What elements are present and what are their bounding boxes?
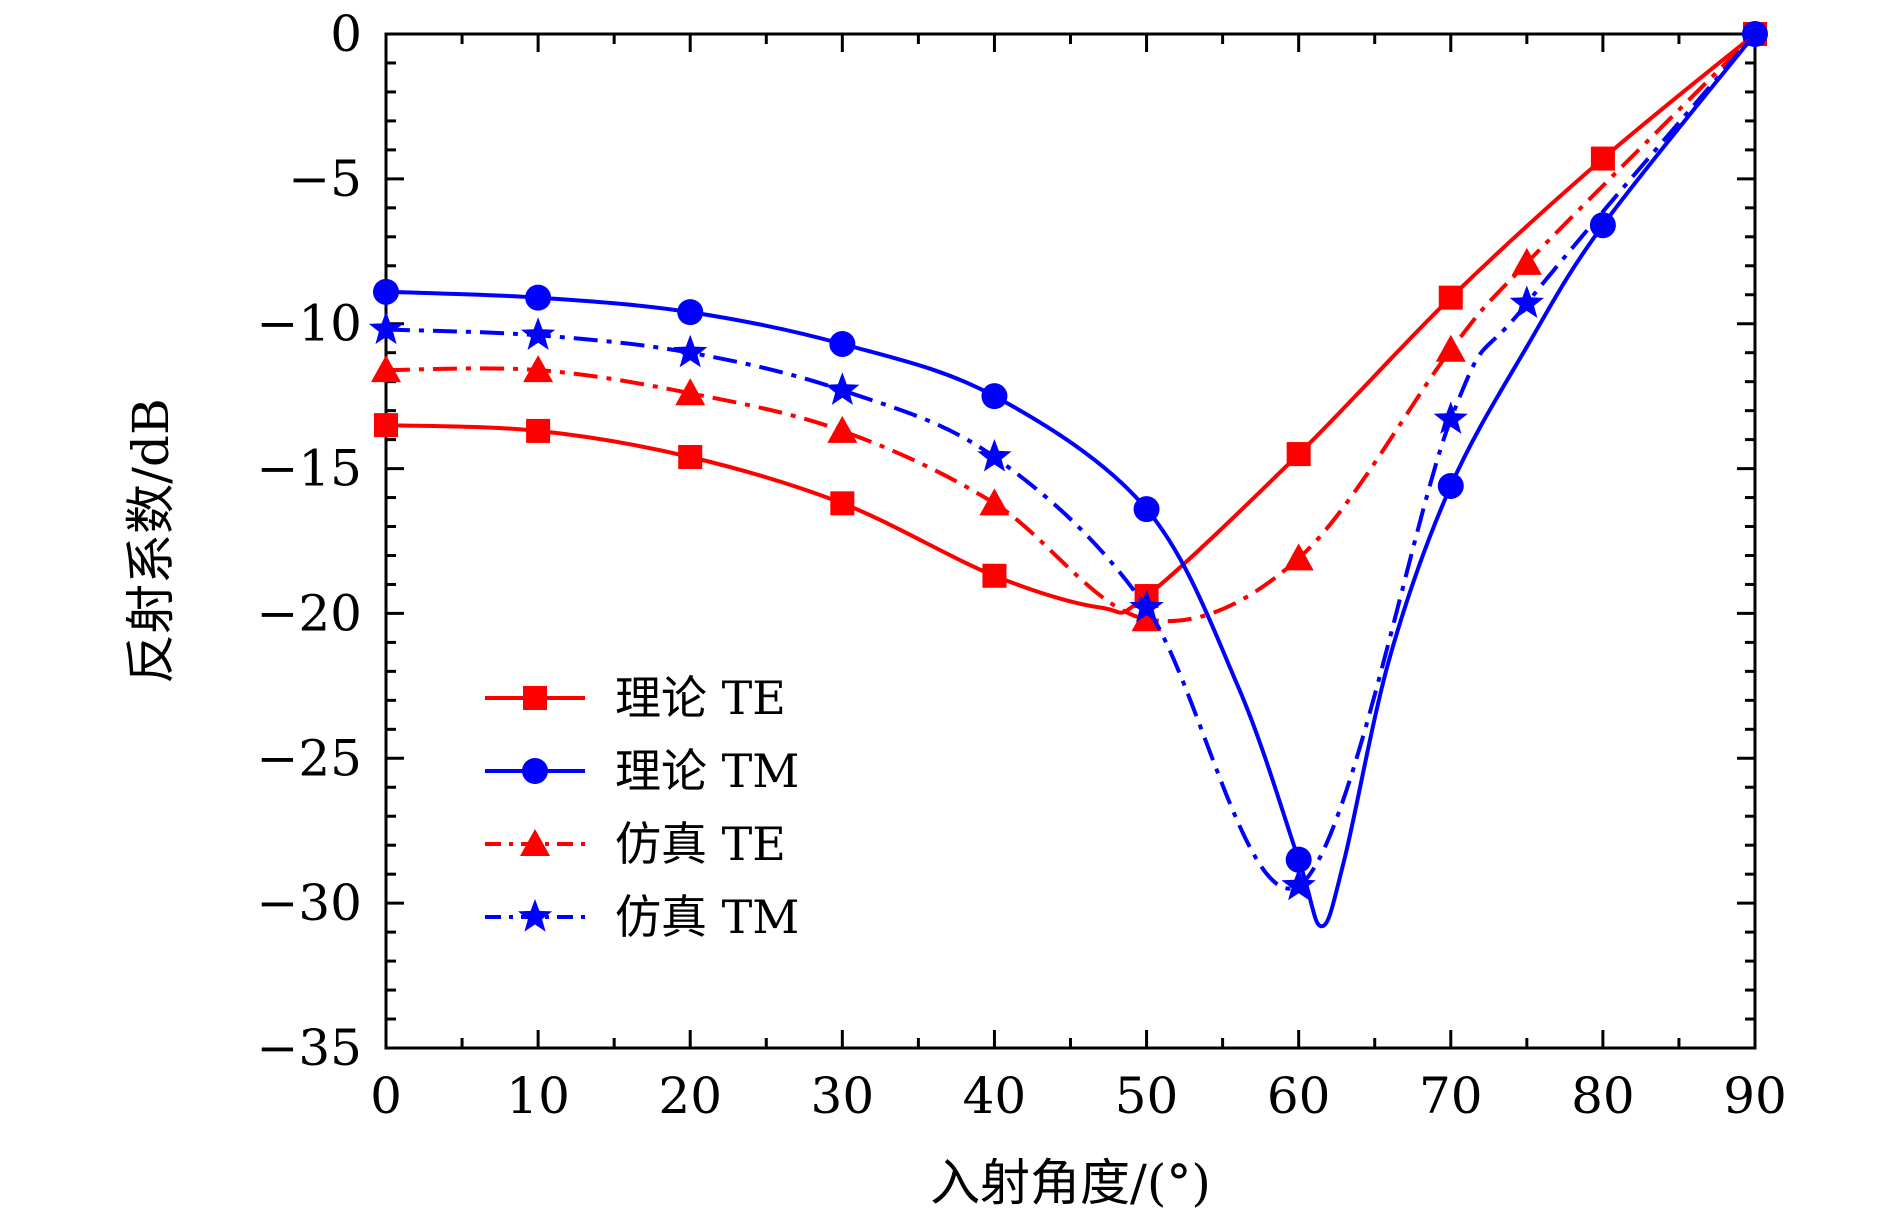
- legend-marker-square: [523, 686, 547, 710]
- data-point-square: [526, 418, 551, 443]
- y-tick-label: −25: [256, 729, 362, 787]
- data-point-circle: [677, 299, 704, 326]
- series-layer: [368, 21, 1768, 929]
- data-point-star: [521, 317, 556, 350]
- x-tick-label: 90: [1723, 1067, 1787, 1125]
- data-point-circle: [1589, 212, 1616, 239]
- data-point-circle: [1437, 472, 1464, 499]
- x-axis-label: 入射角度/(°): [930, 1154, 1211, 1212]
- x-tick-label: 0: [370, 1067, 402, 1125]
- legend-entry: 理论 TM: [485, 744, 799, 798]
- axis-tick-labels: 0 10 20 30 40 50 60 70 80 90 0 −5 −10 −15 −20 −25 −30 −35: [256, 5, 1786, 1125]
- data-point-circle: [829, 330, 856, 357]
- data-point-square: [1438, 285, 1463, 310]
- data-point-triangle: [1283, 543, 1314, 571]
- axis-ticks: [384, 32, 1757, 1050]
- x-tick-label: 10: [506, 1067, 570, 1125]
- legend-label: 仿真 TE: [615, 817, 786, 871]
- series-triangle: [371, 32, 1757, 632]
- data-point-star: [1129, 589, 1164, 623]
- legend-entry: 理论 TE: [485, 671, 786, 725]
- x-tick-label: 30: [811, 1067, 875, 1125]
- data-point-circle: [981, 383, 1008, 410]
- legend-entry: 仿真 TE: [485, 817, 786, 871]
- data-point-circle: [1133, 496, 1160, 523]
- data-point-triangle: [371, 355, 401, 383]
- x-tick-label: 50: [1115, 1067, 1179, 1125]
- legend: 理论 TE 理论 TM 仿真 TE 仿真 TM: [485, 671, 799, 944]
- data-point-square: [678, 444, 703, 469]
- y-tick-label: −35: [256, 1019, 362, 1077]
- legend-label: 理论 TM: [615, 744, 799, 798]
- data-point-star: [673, 334, 708, 368]
- series-circle: [373, 21, 1768, 929]
- series-square: [374, 22, 1767, 615]
- x-tick-label: 70: [1419, 1067, 1483, 1125]
- data-point-star: [1281, 867, 1316, 901]
- data-point-square: [374, 413, 398, 438]
- data-point-triangle: [1511, 247, 1542, 275]
- series-line-star: [385, 32, 1757, 891]
- y-axis-label: 反射系数/dB: [122, 398, 180, 684]
- data-point-star: [1433, 401, 1468, 434]
- legend-label: 理论 TE: [615, 671, 786, 725]
- x-tick-label: 60: [1267, 1067, 1331, 1125]
- data-point-triangle: [827, 415, 858, 443]
- series-line-circle: [385, 32, 1757, 929]
- data-point-square: [1590, 146, 1615, 171]
- y-tick-label: −5: [288, 150, 362, 208]
- data-point-star: [1509, 285, 1544, 318]
- data-point-star: [825, 372, 860, 405]
- legend-marker-circle: [522, 758, 548, 784]
- x-tick-label: 80: [1571, 1067, 1635, 1125]
- x-tick-label: 40: [963, 1067, 1027, 1125]
- data-point-triangle: [675, 378, 706, 406]
- data-point-circle: [525, 284, 552, 311]
- data-point-circle: [373, 278, 399, 305]
- data-point-square: [1286, 442, 1311, 467]
- plot-frame: [384, 32, 1757, 1050]
- data-point-triangle: [1131, 604, 1162, 632]
- legend-marker-star: [517, 899, 553, 932]
- data-point-triangle: [523, 355, 554, 383]
- data-point-square: [982, 563, 1007, 588]
- legend-entry: 仿真 TM: [485, 890, 799, 944]
- data-point-circle: [1285, 846, 1312, 873]
- series-line-triangle: [385, 32, 1757, 624]
- legend-marker-triangle: [520, 829, 550, 856]
- data-point-triangle: [979, 488, 1010, 516]
- y-tick-label: −30: [256, 874, 362, 932]
- data-point-star: [368, 311, 404, 345]
- y-tick-label: −20: [256, 584, 362, 642]
- series-line-square: [385, 32, 1757, 615]
- data-point-star: [977, 439, 1012, 472]
- x-tick-label: 20: [658, 1067, 722, 1125]
- series-star: [368, 32, 1757, 901]
- data-point-square: [830, 491, 855, 516]
- y-tick-label: −15: [256, 440, 362, 498]
- y-tick-label: −10: [256, 295, 362, 353]
- data-point-triangle: [1435, 334, 1466, 362]
- y-tick-label: 0: [330, 5, 362, 63]
- legend-label: 仿真 TM: [615, 890, 799, 944]
